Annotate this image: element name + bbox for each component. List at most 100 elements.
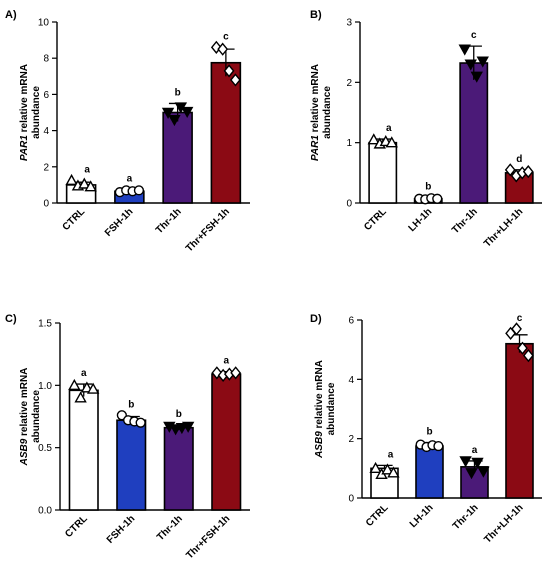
- data-point: [522, 165, 534, 179]
- chart-panel-3: C) ASB9 relative mRNA abundance 0.0 0.5 1.0 1.…: [5, 313, 250, 561]
- significance-letter: a: [223, 356, 229, 367]
- x-category-label: CTRL: [362, 206, 389, 233]
- significance-letter: a: [386, 123, 392, 134]
- data-point: [369, 461, 382, 474]
- data-point: [78, 177, 91, 189]
- bar-thr-lh-1h: [505, 342, 534, 499]
- significance-letter: b: [175, 87, 181, 98]
- data-point: [385, 136, 398, 148]
- x-category-label: Thr+FSH-1h: [184, 206, 232, 254]
- data-point: [458, 44, 471, 56]
- y-tick-label: 0.0: [38, 506, 52, 517]
- significance-letter: c: [517, 313, 523, 324]
- x-category-label: LH-1h: [407, 206, 435, 234]
- data-point: [74, 391, 87, 403]
- bar-thr-1h: [163, 426, 194, 511]
- significance-letter: c: [471, 30, 477, 41]
- data-point: [181, 421, 195, 433]
- y-tick-label: 2: [348, 434, 354, 445]
- data-point: [471, 457, 484, 469]
- y-axis-gene: PAR1: [310, 135, 321, 161]
- y-tick-label: 10: [38, 18, 50, 29]
- bar-ctrl: [68, 389, 99, 511]
- x-category-label: Thr+LH-1h: [482, 502, 525, 545]
- y-tick-label: 6: [348, 316, 354, 327]
- chart-panel-1: A) PAR1 relative mRNA abundance 0 2 4 6 8 10 a CTR…: [5, 9, 250, 254]
- x-category-label: CTRL: [364, 502, 391, 529]
- data-point: [161, 107, 175, 119]
- panel-label: B): [310, 9, 322, 21]
- data-point: [465, 468, 478, 480]
- y-axis-gene: PAR1: [19, 135, 30, 161]
- data-point: [367, 133, 380, 145]
- x-category-label: LH-1h: [408, 502, 436, 530]
- data-point: [86, 382, 100, 394]
- data-point: [381, 463, 394, 475]
- significance-letter: b: [425, 182, 431, 193]
- y-tick-label: 6: [43, 90, 49, 101]
- y-tick-label: 0: [348, 494, 354, 505]
- significance-letter: a: [84, 164, 90, 175]
- data-point: [180, 106, 194, 119]
- data-point: [477, 466, 490, 478]
- x-category-label: Thr-1h: [155, 513, 185, 543]
- data-point: [135, 417, 146, 428]
- y-axis-label-rest: relative mRNA: [310, 64, 321, 135]
- significance-letter: b: [128, 399, 134, 410]
- y-axis-label: PAR1 relative mRNA: [19, 64, 30, 161]
- data-point: [133, 185, 145, 196]
- x-category-label: FSH-1h: [103, 206, 136, 239]
- data-point: [168, 115, 181, 127]
- bar-thr-fsh-1h: [211, 373, 242, 511]
- x-category-label: FSH-1h: [105, 513, 138, 546]
- y-tick-label: 2: [346, 78, 352, 89]
- x-category-label: Thr-1h: [451, 502, 481, 532]
- panel-label: D): [310, 313, 322, 325]
- data-point: [433, 440, 444, 452]
- chart-panel-2: B) PAR1 relative mRNA abundance 0 1 2 3 a CTRL b L…: [310, 9, 542, 250]
- y-axis-label: PAR1 relative mRNA: [310, 64, 321, 161]
- y-tick-label: 1.0: [38, 381, 52, 392]
- significance-letter: b: [426, 427, 432, 438]
- data-point: [217, 42, 229, 56]
- significance-letter: a: [388, 449, 394, 460]
- significance-letter: d: [516, 154, 522, 165]
- y-axis-label: ASB9 relative mRNA: [314, 360, 325, 459]
- data-point: [464, 59, 477, 71]
- significance-letter: a: [127, 173, 133, 184]
- data-point: [230, 366, 242, 380]
- data-point: [504, 163, 516, 177]
- data-point: [68, 378, 81, 391]
- data-point: [387, 466, 400, 478]
- significance-letter: a: [472, 445, 478, 456]
- y-tick-label: 8: [43, 54, 49, 65]
- y-axis-label-rest: relative mRNA: [314, 360, 325, 431]
- data-point: [84, 180, 97, 192]
- data-point: [223, 64, 235, 78]
- y-tick-label: 1: [346, 138, 352, 149]
- data-point: [459, 456, 472, 468]
- x-category-label: Thr+LH-1h: [482, 206, 525, 249]
- data-point: [432, 193, 443, 204]
- significance-letter: a: [81, 368, 87, 379]
- data-point: [517, 341, 528, 355]
- data-point: [470, 71, 483, 83]
- bar-thr-1h: [162, 111, 193, 204]
- data-point: [523, 348, 534, 363]
- y-axis-gene: ASB9: [314, 431, 325, 459]
- data-point: [511, 322, 522, 336]
- significance-letter: c: [223, 31, 229, 42]
- y-tick-label: 0: [346, 199, 352, 210]
- y-axis-label-rest: relative mRNA: [19, 368, 30, 439]
- significance-letter: b: [176, 409, 182, 420]
- y-tick-label: 4: [43, 126, 49, 137]
- y-tick-label: 3: [346, 18, 352, 29]
- x-category-label: CTRL: [63, 513, 90, 540]
- x-category-label: CTRL: [61, 206, 88, 233]
- bar-thr-1h: [459, 62, 489, 204]
- data-point: [230, 73, 241, 87]
- y-tick-label: 4: [348, 375, 354, 386]
- data-point: [476, 56, 489, 68]
- y-axis-label-line2: abundance: [31, 390, 42, 443]
